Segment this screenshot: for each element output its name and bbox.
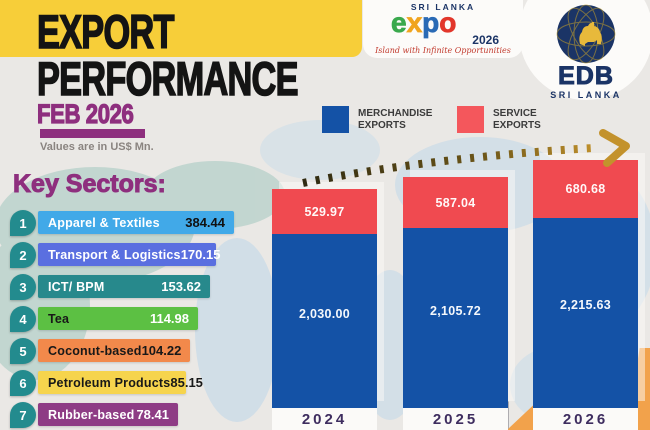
expo-sri-lanka-text: SRI LANKA (410, 2, 476, 12)
sector-row: ICT/ BPM 153.62 (38, 275, 210, 298)
year-label: 2025 (432, 410, 479, 428)
service-segment: 680.68 (533, 160, 638, 219)
segment-value: 529.97 (304, 204, 345, 219)
sector-value: 384.44 (185, 215, 225, 230)
expo-wordmark: expo (391, 7, 457, 38)
segment-value: 2,030.00 (298, 307, 351, 322)
sector-name: Tea (48, 311, 70, 326)
sector-row: Tea 114.98 (38, 307, 198, 330)
sector-name: Rubber-based (48, 407, 135, 422)
legend-item: MERCHANDISE EXPORTS (322, 106, 432, 133)
sector-rank-badge: 7 (10, 402, 36, 428)
merchandise-segment: 2,105.72 (403, 227, 508, 408)
service-segment: 529.97 (272, 188, 377, 235)
expo-tagline: Island with Infinite Opportunities (375, 46, 511, 55)
values-unit-note: Values are in US$ Mn. (40, 141, 154, 153)
segment-value: 2,215.63 (559, 298, 612, 313)
expo-year: 2026 (472, 33, 499, 47)
sector-rank-badge: 2 (10, 242, 36, 268)
period-label: FEB 2026 (37, 98, 135, 129)
edb-globe-icon (556, 4, 616, 64)
sector-row: Apparel & Textiles 384.44 (38, 211, 234, 234)
sector-value: 85.15 (170, 375, 203, 390)
legend-label: SERVICE EXPORTS (493, 107, 541, 131)
legend-swatch (322, 106, 349, 133)
sector-value: 104.22 (141, 343, 182, 358)
edb-logo: EDB SRI LANKA (519, 0, 650, 100)
edb-acronym: EDB (558, 62, 614, 90)
sector-rank-badge: 5 (10, 338, 36, 364)
page-title-line1: EXPORT (36, 5, 175, 58)
sector-rank-badge: 6 (10, 370, 36, 396)
legend-swatch (457, 106, 484, 133)
expo-2026-logo: SRI LANKA expo 2026 Island with Infinite… (363, 0, 523, 58)
sector-name: Coconut-based (48, 343, 142, 358)
year-label-strip: 2024 (272, 408, 377, 430)
segment-value: 2,105.72 (429, 303, 482, 318)
sector-row: Petroleum Products 85.15 (38, 371, 203, 394)
sector-rank-badge: 4 (10, 306, 36, 332)
merchandise-segment: 2,030.00 (272, 234, 377, 408)
sector-name: Apparel & Textiles (48, 215, 160, 230)
sector-name: Transport & Logistics (48, 247, 181, 262)
key-sectors-heading: Key Sectors: (13, 170, 167, 199)
year-label: 2024 (301, 410, 348, 428)
sector-value: 114.98 (149, 311, 189, 326)
header-band (0, 0, 362, 57)
expo-letter: e (391, 7, 407, 38)
sector-name: Petroleum Products (48, 375, 171, 390)
sector-rank-badge: 3 (10, 274, 36, 300)
sector-row: Coconut-based 104.22 (38, 339, 190, 362)
segment-value: 680.68 (565, 182, 606, 197)
sector-name: ICT/ BPM (48, 279, 105, 294)
service-segment: 587.04 (403, 177, 508, 228)
sector-value: 153.62 (161, 279, 201, 294)
legend-label: MERCHANDISE EXPORTS (358, 107, 433, 131)
page-title-line2: PERFORMANCE (36, 52, 299, 105)
expo-letter: x (406, 7, 423, 38)
period-underline (40, 129, 145, 138)
expo-letter: p (422, 7, 440, 38)
sector-row: Transport & Logistics 170.15 (38, 243, 220, 266)
sector-value: 170.15 (180, 247, 221, 262)
year-label-strip: 2025 (403, 408, 508, 430)
sector-row: Rubber-based 78.41 (38, 403, 178, 426)
merchandise-segment: 2,215.63 (533, 218, 638, 408)
year-label: 2026 (562, 410, 609, 428)
lion-emblem-icon (579, 22, 602, 46)
segment-value: 587.04 (435, 195, 476, 210)
year-label-strip: 2026 (533, 408, 638, 430)
expo-letter: o (439, 7, 457, 38)
edb-country: SRI LANKA (550, 90, 622, 100)
sector-rank-badge: 1 (10, 210, 36, 236)
sector-value: 78.41 (136, 407, 169, 422)
legend-item: SERVICE EXPORTS (457, 106, 541, 133)
